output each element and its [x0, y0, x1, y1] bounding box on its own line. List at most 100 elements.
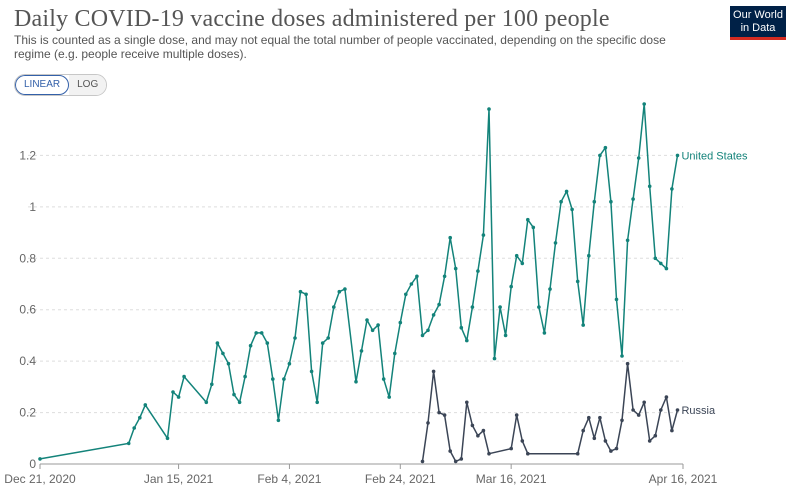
russia-point: [631, 408, 635, 412]
united-states-point: [309, 369, 314, 374]
united-states-point: [354, 379, 358, 384]
united-states-point: [614, 297, 619, 302]
x-tick-label: Mar 16, 2021: [476, 472, 547, 486]
united-states-point: [143, 403, 148, 407]
united-states-line: [39, 103, 679, 460]
united-states-point: [659, 261, 663, 266]
russia-point: [659, 408, 663, 412]
united-states-point: [287, 361, 292, 366]
united-states-point: [664, 266, 669, 271]
russia-point: [587, 415, 591, 420]
united-states-point: [437, 302, 441, 307]
x-tick-label: Jan 15, 2021: [144, 472, 214, 486]
russia-point: [437, 410, 441, 415]
united-states-point: [276, 418, 281, 423]
united-states-point: [298, 289, 303, 294]
chart-title: Daily COVID-19 vaccine doses administere…: [14, 6, 610, 32]
united-states-series-label: United States: [681, 150, 748, 162]
russia-point: [664, 395, 669, 399]
united-states-point: [237, 400, 242, 405]
x-tick-label: Dec 21, 2020: [4, 472, 76, 486]
russia-point: [575, 451, 580, 456]
united-states-point: [487, 107, 491, 111]
united-states-point: [176, 395, 181, 399]
united-states-point: [564, 189, 569, 194]
x-tick-label: Feb 24, 2021: [365, 472, 436, 486]
united-states-point: [636, 156, 641, 160]
russia-point: [481, 428, 486, 433]
linear-scale-button[interactable]: LINEAR: [15, 75, 70, 95]
united-states-point: [343, 287, 347, 291]
united-states-point: [359, 349, 364, 353]
united-states-point: [647, 184, 652, 189]
russia-point: [509, 446, 513, 451]
united-states-point: [598, 153, 602, 158]
russia-line: [421, 362, 679, 463]
united-states-point: [182, 374, 186, 379]
united-states-point: [476, 269, 480, 273]
united-states-point: [320, 341, 325, 345]
united-states-point: [498, 305, 502, 309]
grid-layer: 0 0.2 0.4 0.6 0.8 1 1.2 Dec 21, 2020 Jan 15, 202…: [4, 148, 717, 486]
russia-point: [526, 451, 530, 456]
united-states-point: [254, 331, 258, 335]
united-states-point: [326, 336, 331, 340]
united-states-point: [559, 199, 563, 204]
label-layer: United States Russia: [681, 150, 748, 417]
y-tick-label: 1: [29, 200, 36, 214]
united-states-point: [171, 390, 175, 394]
united-states-point: [620, 354, 624, 358]
united-states-point: [381, 377, 386, 381]
united-states-point: [431, 313, 436, 317]
series-layer: [38, 102, 680, 464]
russia-point: [476, 433, 480, 438]
united-states-point: [259, 331, 264, 335]
russia-point: [625, 361, 630, 366]
united-states-point: [304, 292, 308, 297]
russia-point: [620, 418, 624, 423]
russia-point: [459, 457, 464, 461]
russia-point: [520, 439, 525, 443]
united-states-point: [204, 400, 209, 405]
united-states-point: [465, 338, 469, 343]
log-scale-button[interactable]: LOG: [69, 75, 107, 95]
united-states-point: [503, 333, 508, 338]
united-states-point: [459, 325, 464, 330]
united-states-point: [376, 323, 380, 327]
united-states-point: [337, 289, 342, 294]
russia-point: [448, 449, 453, 453]
owid-logo[interactable]: Our World in Data: [730, 6, 786, 40]
united-states-point: [481, 233, 486, 237]
russia-point: [636, 413, 641, 417]
chart-subtitle: This is counted as a single dose, and ma…: [14, 33, 666, 61]
logo-line-1: Our World: [733, 9, 783, 21]
united-states-point: [520, 261, 525, 266]
united-states-point: [409, 282, 414, 286]
united-states-point: [581, 323, 585, 327]
united-states-point: [553, 241, 558, 245]
russia-point: [675, 408, 680, 412]
united-states-point: [232, 392, 236, 397]
united-states-point: [625, 238, 630, 243]
russia-point: [603, 439, 608, 443]
y-tick-label: 0.2: [19, 406, 36, 420]
united-states-point: [603, 145, 608, 150]
russia-point: [442, 413, 447, 417]
united-states-point: [398, 320, 403, 325]
united-states-point: [642, 102, 646, 106]
logo-line-2: in Data: [740, 22, 776, 34]
united-states-point: [387, 395, 392, 399]
united-states-point: [271, 377, 275, 381]
russia-point: [642, 400, 646, 405]
russia-point: [614, 446, 619, 451]
united-states-point: [548, 287, 552, 291]
russia-point: [609, 449, 613, 453]
united-states-point: [675, 153, 680, 158]
united-states-point: [265, 341, 270, 345]
united-states-point: [442, 274, 447, 279]
united-states-point: [526, 217, 530, 222]
united-states-point: [575, 279, 580, 284]
united-states-point: [404, 292, 408, 297]
united-states-point: [587, 253, 591, 258]
